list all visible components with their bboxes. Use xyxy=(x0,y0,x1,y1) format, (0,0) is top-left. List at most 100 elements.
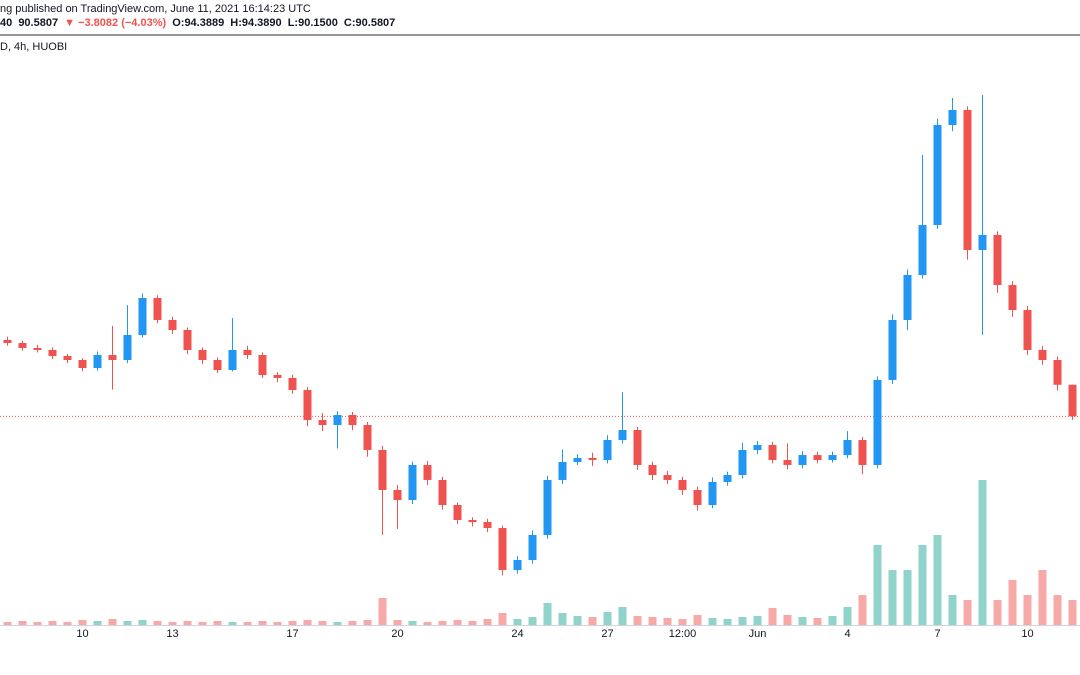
candle-body xyxy=(198,349,207,360)
candle-body xyxy=(1038,349,1047,360)
candle-body xyxy=(123,334,132,360)
candle-body xyxy=(348,415,357,426)
candle-body xyxy=(468,519,477,522)
volume-bar xyxy=(303,620,312,625)
volume-bar xyxy=(423,622,432,625)
candle-body xyxy=(183,330,192,350)
volume-bar xyxy=(393,620,402,625)
x-tick-label: 13 xyxy=(166,628,178,640)
volume-bar xyxy=(378,598,387,625)
candle-body xyxy=(978,234,987,250)
candle-body xyxy=(708,481,717,505)
volume-bar xyxy=(693,615,702,625)
volume-bar xyxy=(198,622,207,625)
volume-bar xyxy=(273,622,282,625)
candle-body xyxy=(888,319,897,380)
volume-bar xyxy=(18,621,27,625)
candle-body xyxy=(678,479,687,490)
symbol: 40 xyxy=(0,17,12,29)
candle-body xyxy=(453,504,462,520)
candle-body xyxy=(153,298,162,320)
volume-bar xyxy=(678,619,687,625)
x-tick-label: 7 xyxy=(934,628,940,640)
candle-body xyxy=(813,455,822,461)
volume-bar xyxy=(153,621,162,625)
candle-body xyxy=(1023,310,1032,350)
candle-body xyxy=(558,461,567,480)
candle-body xyxy=(543,479,552,535)
volume-bar xyxy=(213,621,222,625)
volume-bar xyxy=(1008,580,1017,625)
volume-bar xyxy=(948,595,957,625)
volume-bar xyxy=(333,622,342,625)
candle-body xyxy=(138,298,147,335)
candle-body xyxy=(228,349,237,371)
volume-bar xyxy=(648,617,657,625)
volume-bar xyxy=(1038,570,1047,625)
candle-body xyxy=(903,274,912,320)
candle-body xyxy=(318,419,327,426)
candle-body xyxy=(858,440,867,465)
interval-line: D, 4h, HUOBI xyxy=(0,41,67,53)
x-tick-label: 4 xyxy=(844,628,850,640)
x-tick-label: 20 xyxy=(391,628,403,640)
candle-body xyxy=(693,489,702,505)
volume-bar xyxy=(993,600,1002,625)
candle-body xyxy=(63,356,72,360)
candle-body xyxy=(573,458,582,462)
candle-body xyxy=(1068,384,1077,417)
volume-bar xyxy=(888,570,897,625)
candle-body xyxy=(843,440,852,456)
candle-body xyxy=(303,389,312,420)
candle-body xyxy=(663,475,672,480)
volume-bar xyxy=(813,618,822,625)
candle-body xyxy=(648,464,657,475)
volume-bar xyxy=(513,619,522,625)
volume-bar xyxy=(738,617,747,625)
volume-bar xyxy=(408,621,417,625)
volume-bar xyxy=(783,615,792,625)
volume-bar xyxy=(543,603,552,625)
x-tick-label: 10 xyxy=(1021,628,1033,640)
candle-body xyxy=(48,349,57,357)
ohlc-high: H:94.3890 xyxy=(230,17,281,29)
candle-body xyxy=(963,110,972,250)
candle-body xyxy=(258,355,267,375)
volume-bar xyxy=(933,535,942,625)
x-tick-label: 24 xyxy=(511,628,523,640)
x-tick-label: 12:00 xyxy=(669,628,697,640)
volume-bar xyxy=(603,612,612,625)
volume-bar xyxy=(903,570,912,625)
candle-body xyxy=(378,449,387,490)
candle-body xyxy=(423,464,432,480)
candle-body xyxy=(408,464,417,501)
candle-body xyxy=(873,379,882,465)
volume-bar xyxy=(633,616,642,625)
quote-line: 40 90.5807 ▼ −3.8082 (−4.03%) O:94.3889 … xyxy=(0,17,395,29)
volume-bar xyxy=(48,621,57,625)
candle-body xyxy=(768,445,777,461)
volume-bar xyxy=(843,607,852,625)
candle-body xyxy=(753,445,762,450)
candle-body xyxy=(723,475,732,482)
volume-bar xyxy=(258,621,267,625)
volume-bar xyxy=(573,616,582,625)
candle-body xyxy=(618,430,627,441)
volume-bar xyxy=(453,620,462,625)
volume-bar xyxy=(618,607,627,625)
volume-bar xyxy=(1023,595,1032,625)
candle-body xyxy=(438,479,447,505)
volume-bar xyxy=(78,620,87,625)
volume-bar xyxy=(753,616,762,625)
volume-bar xyxy=(528,617,537,625)
volume-bar xyxy=(468,621,477,625)
ohlc-low: L:90.1500 xyxy=(288,17,338,29)
volume-bar xyxy=(228,622,237,625)
volume-bar xyxy=(363,620,372,625)
candle-body xyxy=(363,425,372,450)
volume-bar xyxy=(873,545,882,625)
candle-body xyxy=(513,560,522,571)
volume-bar xyxy=(858,595,867,625)
